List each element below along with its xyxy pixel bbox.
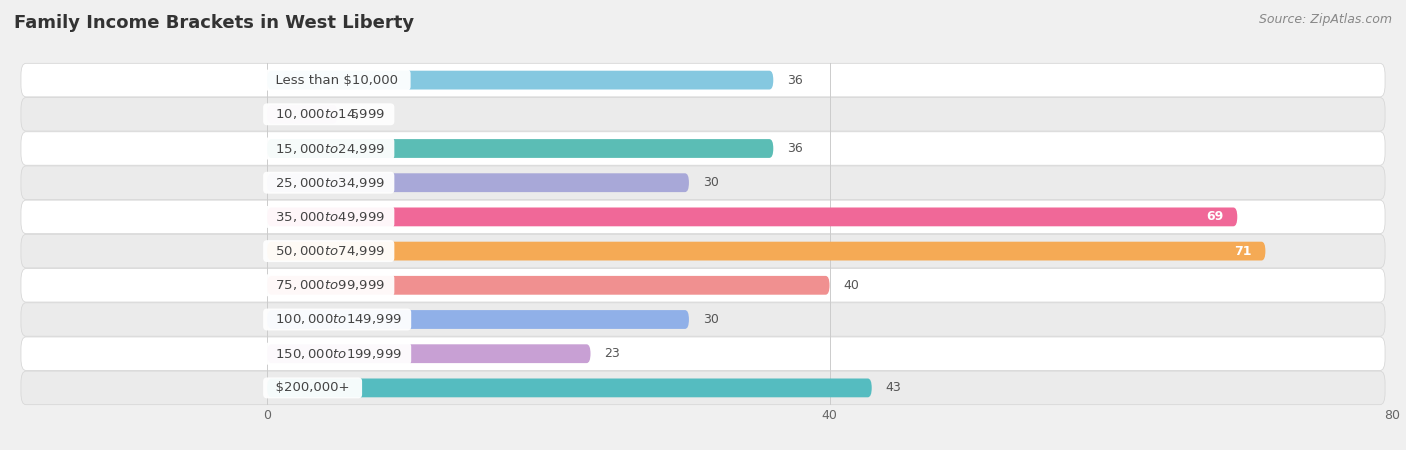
Text: $100,000 to $149,999: $100,000 to $149,999	[267, 312, 408, 327]
Text: 30: 30	[703, 176, 718, 189]
Text: 36: 36	[787, 142, 803, 155]
Text: 40: 40	[844, 279, 859, 292]
FancyBboxPatch shape	[267, 207, 1237, 226]
FancyBboxPatch shape	[21, 337, 1385, 370]
FancyBboxPatch shape	[21, 371, 1385, 405]
Text: $10,000 to $14,999: $10,000 to $14,999	[267, 107, 391, 122]
FancyBboxPatch shape	[21, 269, 1385, 302]
FancyBboxPatch shape	[21, 303, 1385, 336]
Text: Less than $10,000: Less than $10,000	[267, 74, 406, 86]
FancyBboxPatch shape	[21, 132, 1385, 165]
FancyBboxPatch shape	[21, 234, 1385, 268]
Text: $15,000 to $24,999: $15,000 to $24,999	[267, 141, 391, 156]
Text: $150,000 to $199,999: $150,000 to $199,999	[267, 346, 408, 361]
Text: 43: 43	[886, 382, 901, 394]
FancyBboxPatch shape	[267, 276, 830, 295]
FancyBboxPatch shape	[21, 63, 1385, 97]
Text: 23: 23	[605, 347, 620, 360]
Text: $35,000 to $49,999: $35,000 to $49,999	[267, 210, 391, 224]
Text: $75,000 to $99,999: $75,000 to $99,999	[267, 278, 391, 293]
Text: $25,000 to $34,999: $25,000 to $34,999	[267, 176, 391, 190]
FancyBboxPatch shape	[267, 71, 773, 90]
Text: Source: ZipAtlas.com: Source: ZipAtlas.com	[1258, 14, 1392, 27]
Text: $200,000+: $200,000+	[267, 382, 359, 394]
FancyBboxPatch shape	[21, 98, 1385, 131]
FancyBboxPatch shape	[21, 166, 1385, 199]
Text: 36: 36	[787, 74, 803, 86]
Text: $50,000 to $74,999: $50,000 to $74,999	[267, 244, 391, 258]
Text: 69: 69	[1206, 211, 1223, 223]
FancyBboxPatch shape	[267, 139, 773, 158]
FancyBboxPatch shape	[267, 105, 337, 124]
Text: Family Income Brackets in West Liberty: Family Income Brackets in West Liberty	[14, 14, 415, 32]
FancyBboxPatch shape	[21, 200, 1385, 234]
Text: 30: 30	[703, 313, 718, 326]
Text: 71: 71	[1234, 245, 1251, 257]
FancyBboxPatch shape	[267, 344, 591, 363]
FancyBboxPatch shape	[267, 242, 1265, 261]
FancyBboxPatch shape	[267, 378, 872, 397]
Text: 5: 5	[352, 108, 360, 121]
FancyBboxPatch shape	[267, 310, 689, 329]
FancyBboxPatch shape	[267, 173, 689, 192]
